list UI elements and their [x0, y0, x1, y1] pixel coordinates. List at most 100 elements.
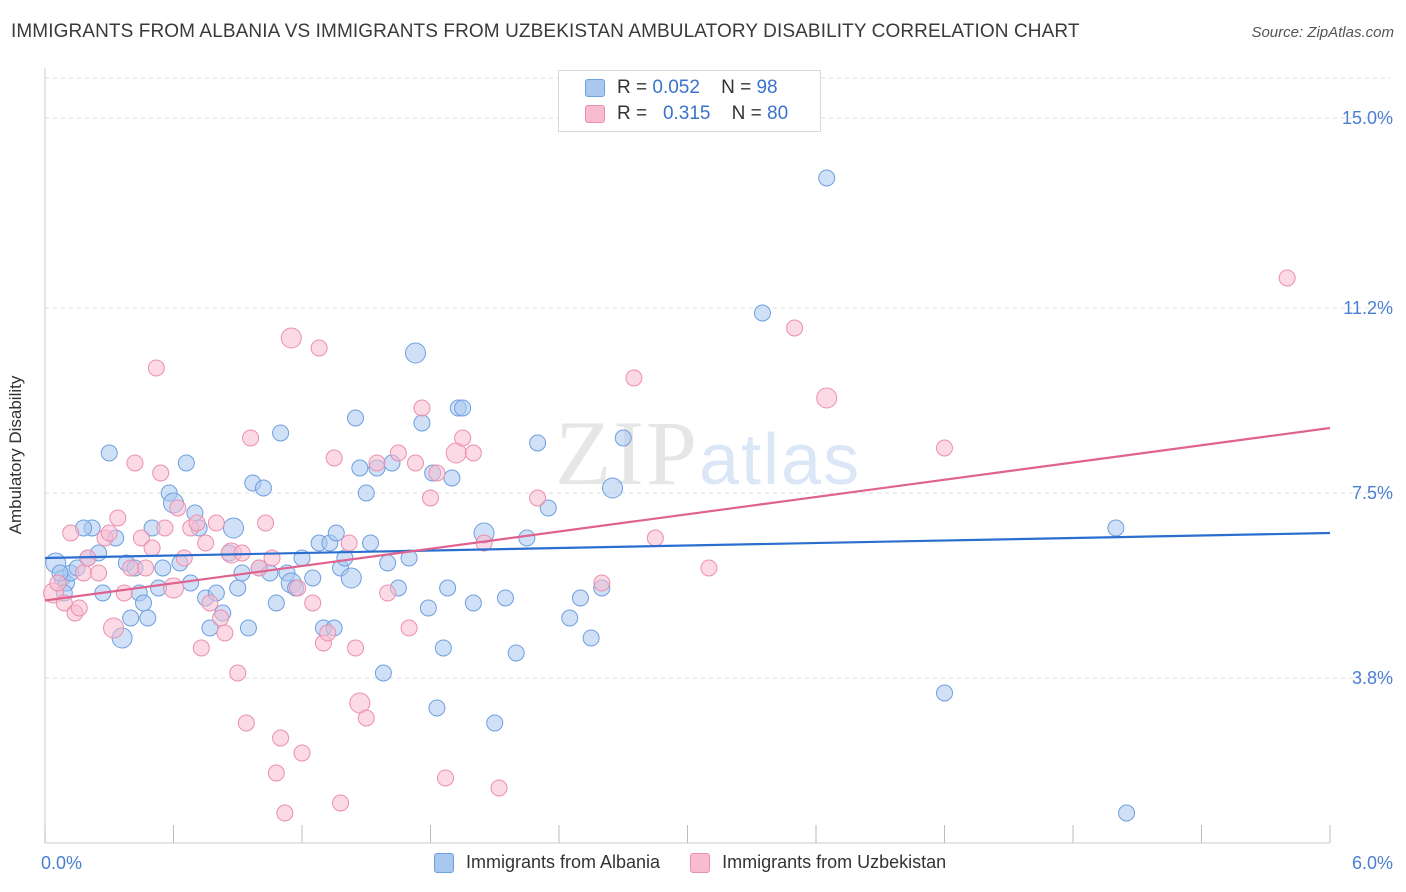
point-uzbekistan: [357, 709, 375, 727]
legend-row-uzbekistan: R = 0.315 N = 80: [585, 102, 788, 126]
stats-legend: R = 0.052 N = 98 R = 0.315 N = 80: [558, 70, 821, 132]
point-uzbekistan: [936, 439, 953, 457]
legend-row-albania: R = 0.052 N = 98: [585, 76, 778, 100]
point-uzbekistan: [332, 794, 350, 812]
point-uzbekistan: [143, 539, 161, 557]
point-albania: [201, 619, 219, 637]
legend-n-value: 80: [767, 103, 789, 124]
point-uzbekistan: [237, 714, 255, 732]
point-uzbekistan: [293, 744, 311, 762]
point-albania: [100, 444, 118, 462]
y-tick-label: 11.2%: [1343, 298, 1393, 318]
point-uzbekistan: [325, 449, 343, 467]
watermark: ZIPatlas: [555, 400, 861, 506]
point-albania: [229, 579, 247, 597]
point-uzbekistan: [197, 534, 215, 552]
point-albania: [357, 484, 375, 502]
point-uzbekistan: [70, 599, 88, 617]
point-albania: [327, 524, 345, 542]
point-albania: [139, 609, 157, 627]
point-albania: [518, 529, 536, 547]
point-uzbekistan: [379, 584, 397, 602]
point-albania: [374, 664, 392, 682]
trend-line-uzbekistan: [44, 426, 1331, 602]
legend-swatch-albania: [585, 79, 605, 97]
point-albania: [405, 342, 427, 364]
legend-item-albania: Immigrants from Albania: [434, 852, 660, 873]
point-albania: [351, 459, 369, 477]
point-albania: [529, 434, 547, 452]
point-albania: [413, 414, 431, 432]
point-albania: [254, 479, 272, 497]
point-uzbekistan: [400, 619, 418, 637]
point-uzbekistan: [347, 639, 365, 657]
point-uzbekistan: [529, 489, 547, 507]
point-albania: [486, 714, 504, 732]
legend-swatch-uzbekistan: [585, 105, 605, 123]
point-uzbekistan: [436, 769, 454, 787]
point-uzbekistan: [310, 339, 328, 357]
point-albania: [614, 429, 632, 447]
point-albania: [239, 619, 257, 637]
point-albania: [571, 589, 589, 607]
point-albania: [818, 169, 836, 187]
point-uzbekistan: [169, 499, 187, 517]
point-uzbekistan: [368, 454, 386, 472]
legend-item-uzbekistan: Immigrants from Uzbekistan: [690, 852, 946, 873]
watermark-atlas: atlas: [699, 420, 862, 500]
point-uzbekistan: [201, 594, 219, 612]
point-uzbekistan: [62, 524, 80, 542]
point-uzbekistan: [646, 529, 664, 547]
point-uzbekistan: [304, 594, 322, 612]
point-uzbekistan: [319, 624, 337, 642]
y-tick-label: 7.5%: [1352, 483, 1393, 503]
point-uzbekistan: [229, 664, 247, 682]
point-uzbekistan: [115, 584, 133, 602]
point-albania: [464, 594, 482, 612]
legend-n-value: 98: [756, 77, 778, 98]
point-albania: [434, 639, 452, 657]
point-albania: [1118, 804, 1136, 822]
point-uzbekistan: [103, 617, 125, 639]
point-albania: [154, 559, 172, 577]
legend-r-label: R =: [617, 103, 648, 124]
point-albania: [1107, 519, 1125, 537]
point-uzbekistan: [490, 779, 508, 797]
point-uzbekistan: [454, 429, 472, 447]
point-uzbekistan: [49, 574, 67, 592]
point-uzbekistan: [272, 729, 290, 747]
point-uzbekistan: [75, 564, 93, 582]
point-uzbekistan: [340, 534, 358, 552]
point-uzbekistan: [407, 454, 425, 472]
point-uzbekistan: [242, 429, 260, 447]
point-albania: [602, 477, 624, 499]
trend-line-albania: [44, 531, 1331, 560]
point-albania: [428, 699, 446, 717]
point-uzbekistan: [625, 369, 643, 387]
point-albania: [496, 589, 514, 607]
point-albania: [379, 554, 397, 572]
point-uzbekistan: [428, 464, 446, 482]
point-albania: [539, 499, 557, 517]
point-uzbekistan: [786, 319, 804, 337]
point-uzbekistan: [109, 509, 127, 527]
point-albania: [347, 409, 365, 427]
point-uzbekistan: [100, 524, 118, 542]
point-uzbekistan: [289, 579, 307, 597]
point-uzbekistan: [593, 574, 611, 592]
legend-swatch-albania: [434, 852, 454, 873]
point-albania: [936, 684, 953, 702]
legend-r-value: 0.052: [652, 77, 700, 98]
point-albania: [362, 534, 380, 552]
x-tick-label: 0.0%: [41, 853, 82, 873]
point-uzbekistan: [147, 359, 165, 377]
legend-label-albania: Immigrants from Albania: [466, 852, 661, 872]
point-uzbekistan: [464, 444, 482, 462]
point-uzbekistan: [1278, 269, 1296, 287]
point-uzbekistan: [188, 514, 206, 532]
point-uzbekistan: [413, 399, 431, 417]
chart-title: IMMIGRANTS FROM ALBANIA VS IMMIGRANTS FR…: [11, 21, 1080, 42]
point-albania: [182, 574, 200, 592]
point-uzbekistan: [132, 529, 150, 547]
